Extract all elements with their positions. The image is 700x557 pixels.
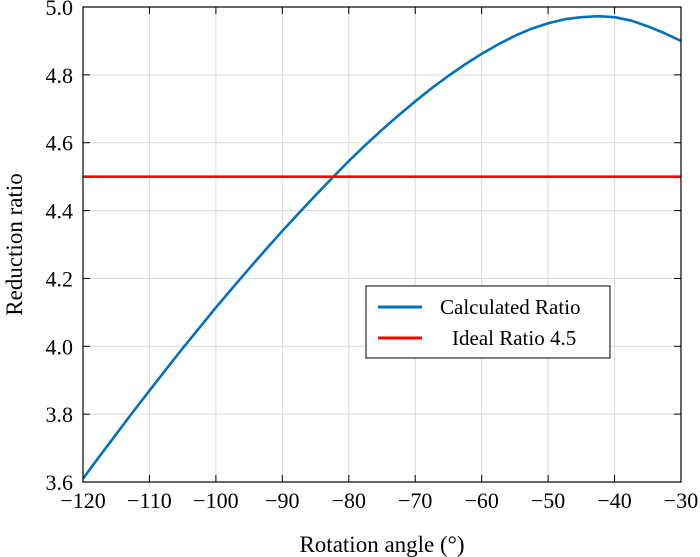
y-axis-label: Reduction ratio xyxy=(2,173,27,315)
plot-area-frame xyxy=(82,6,682,483)
legend: Calculated Ratio Ideal Ratio 4.5 xyxy=(365,285,611,359)
legend-label-calculated-ratio: Calculated Ratio xyxy=(440,295,581,319)
series-layer xyxy=(81,14,682,480)
x-axis-label: Rotation angle (°) xyxy=(299,532,464,557)
x-tick-label: −100 xyxy=(193,488,238,513)
legend-label-ideal-ratio: Ideal Ratio 4.5 xyxy=(452,326,576,350)
x-tick-label: −90 xyxy=(265,488,299,513)
x-tick-label: −30 xyxy=(664,488,698,513)
legend-box xyxy=(365,285,611,359)
x-tick-labels: −120 −110 −100 −90 −80 −70 −60 −50 −40 −30 xyxy=(60,488,698,513)
y-tick-label: 4.4 xyxy=(46,199,74,224)
x-tick-label: −50 xyxy=(531,488,565,513)
tick-marks xyxy=(82,6,682,483)
y-tick-label: 4.6 xyxy=(46,131,74,156)
y-tick-label: 4.8 xyxy=(46,63,74,88)
y-tick-label: 3.6 xyxy=(46,470,74,495)
x-tick-label: −120 xyxy=(60,488,105,513)
series-line-calculated-ratio xyxy=(81,14,682,480)
x-tick-label: −60 xyxy=(464,488,498,513)
y-tick-label: 3.8 xyxy=(46,402,74,427)
x-tick-label: −70 xyxy=(398,488,432,513)
y-tick-label: 4.0 xyxy=(46,334,74,359)
x-tick-label: −80 xyxy=(332,488,366,513)
y-tick-label: 4.2 xyxy=(46,266,74,291)
x-tick-label: −110 xyxy=(127,488,172,513)
y-tick-label: 5.0 xyxy=(46,0,74,20)
x-tick-label: −40 xyxy=(597,488,631,513)
y-tick-labels: 3.6 3.8 4.0 4.2 4.4 4.6 4.8 5.0 xyxy=(46,0,74,495)
